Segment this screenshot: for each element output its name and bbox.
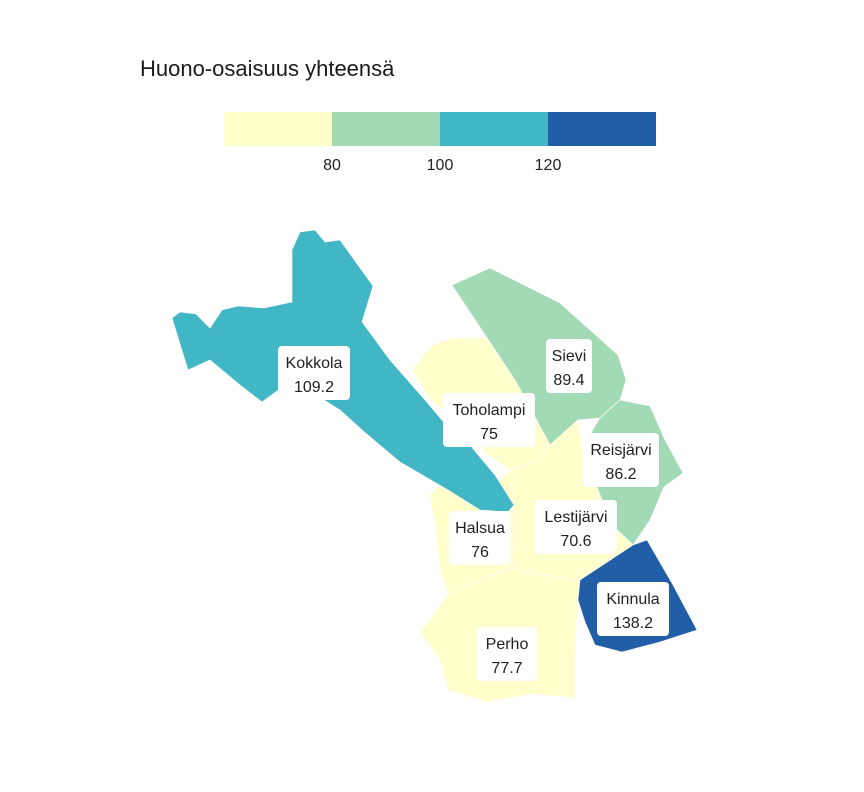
label-name: Halsua [455, 520, 505, 537]
legend-tick-80: 80 [323, 157, 341, 174]
label-value: 77.7 [491, 660, 522, 677]
label-name: Sievi [552, 348, 587, 365]
legend-bin-4 [548, 112, 656, 146]
label-kinnula: Kinnula 138.2 [597, 582, 669, 636]
label-value: 70.6 [560, 533, 591, 550]
label-name: Lestijärvi [544, 509, 607, 526]
label-kokkola: Kokkola 109.2 [278, 346, 350, 400]
label-value: 86.2 [605, 466, 636, 483]
legend-bin-3 [440, 112, 548, 146]
region-labels: Kokkola 109.2 Sievi 89.4 Toholampi 75 Re… [278, 339, 669, 681]
label-name: Perho [486, 636, 529, 653]
legend-bin-2 [332, 112, 440, 146]
label-name: Reisjärvi [590, 442, 651, 459]
label-reisjarvi: Reisjärvi 86.2 [583, 433, 659, 487]
label-sievi: Sievi 89.4 [546, 339, 592, 393]
label-halsua: Halsua 76 [449, 511, 511, 565]
legend-bin-1 [224, 112, 332, 146]
label-perho: Perho 77.7 [477, 627, 537, 681]
legend-tick-100: 100 [427, 157, 454, 174]
label-name: Kinnula [606, 591, 659, 608]
label-lestijarvi: Lestijärvi 70.6 [535, 500, 617, 554]
label-value: 89.4 [553, 372, 584, 389]
label-value: 76 [471, 544, 489, 561]
label-value: 75 [480, 426, 498, 443]
legend-tick-120: 120 [535, 157, 562, 174]
label-value: 138.2 [613, 615, 653, 632]
legend-color-bar: 80 100 120 [224, 112, 656, 174]
legend-title: Huono-osaisuus yhteensä [140, 56, 395, 81]
label-name: Kokkola [286, 355, 343, 372]
label-value: 109.2 [294, 379, 334, 396]
label-name: Toholampi [453, 402, 526, 419]
label-toholampi: Toholampi 75 [443, 393, 535, 447]
